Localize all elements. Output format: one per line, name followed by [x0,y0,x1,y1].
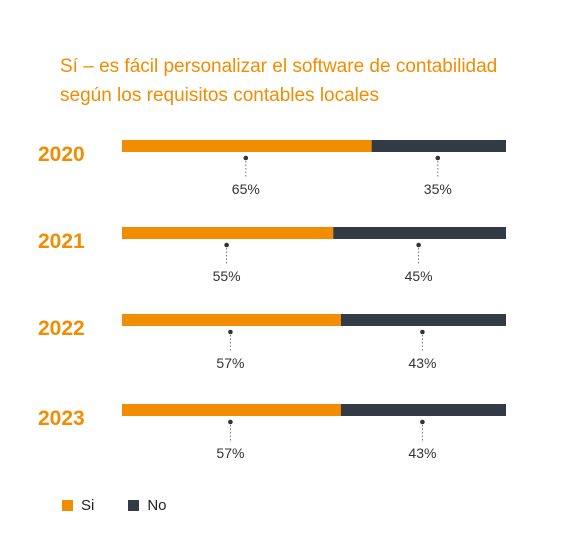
value-label-no-2021: 45% [405,268,433,284]
value-label-si-2023: 57% [216,445,244,461]
legend-item-si: Si [62,497,94,514]
value-label-si-2020: 65% [232,181,260,197]
year-label-2020: 2020 [38,143,85,166]
legend: Si No [62,497,201,514]
callout-dot-si-2022 [228,329,233,335]
callout-dot-no-2022 [420,329,425,335]
legend-swatch-no [128,500,140,511]
bar-no-2020 [371,140,506,152]
callout-dot-si-2020 [243,155,249,161]
value-label-no-2022: 43% [408,355,436,371]
legend-item-no: No [128,497,167,514]
callout-dot-no-2020 [435,155,441,161]
bar-no-2021 [333,227,506,239]
bar-si-2020 [122,140,372,152]
legend-label-no: No [147,497,167,514]
callout-dot-no-2023 [420,419,425,425]
year-label-2022: 2022 [38,317,85,340]
bar-si-2023 [122,404,341,416]
callout-dot-no-2021 [416,242,421,248]
callout-dot-si-2021 [224,242,229,248]
bar-no-2023 [340,404,506,416]
chart-title-line-1: Sí – es fácil personalizar el software d… [60,56,498,77]
legend-swatch-si [62,500,73,511]
bar-si-2022 [122,314,341,326]
legend-label-si: Si [81,497,95,514]
callout-dot-si-2023 [228,419,233,425]
value-label-no-2020: 35% [424,181,452,197]
value-label-si-2021: 55% [213,268,241,284]
year-label-2023: 2023 [38,407,85,430]
value-label-si-2022: 57% [216,355,244,371]
chart-title: Sí – es fácil personalizar el software d… [60,52,550,110]
value-label-no-2023: 43% [408,445,436,461]
chart-title-line-2: según los requisitos contables locales [60,85,379,106]
bar-no-2022 [340,314,506,326]
bar-si-2021 [122,227,334,239]
year-label-2021: 2021 [38,230,85,253]
